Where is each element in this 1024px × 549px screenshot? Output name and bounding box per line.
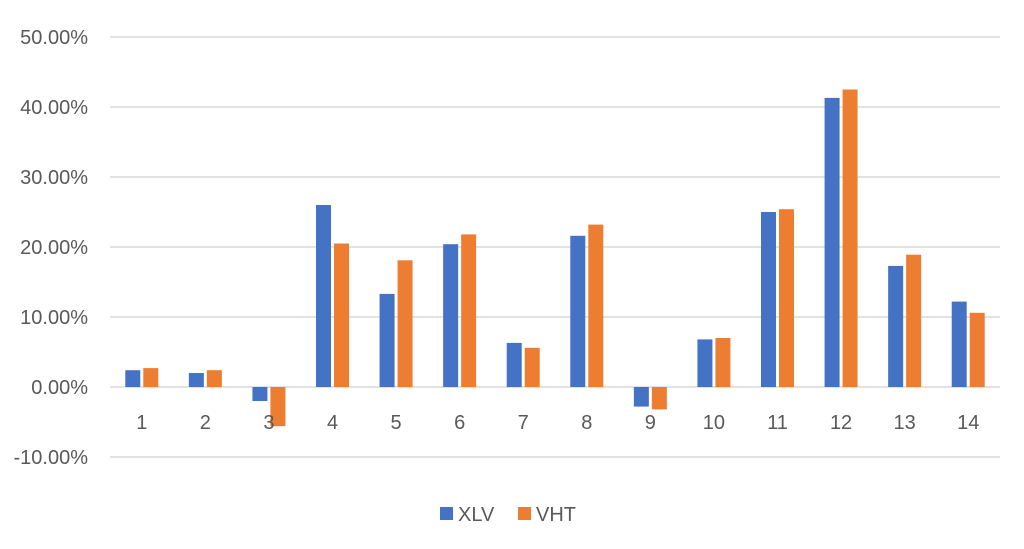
bar-xlv-8 [570, 235, 586, 387]
x-tick-label: 7 [518, 412, 529, 434]
legend-label-vht: VHT [536, 504, 576, 526]
bar-xlv-9 [633, 387, 649, 407]
x-tick-label: 2 [200, 412, 211, 434]
gridlines [110, 36, 1000, 458]
x-tick-label: 12 [830, 412, 852, 434]
bar-xlv-3 [252, 387, 268, 401]
bar-xlv-12 [824, 97, 840, 388]
x-tick-label: 5 [391, 412, 402, 434]
bar-vht-13 [906, 254, 922, 387]
bar-vht-9 [651, 387, 667, 410]
bar-xlv-1 [125, 370, 141, 387]
y-tick-label: -10.00% [14, 447, 89, 469]
y-tick-label: 20.00% [20, 237, 88, 259]
x-tick-label: 9 [645, 412, 656, 434]
y-tick-label: 10.00% [20, 307, 88, 329]
bar-xlv-13 [888, 265, 904, 387]
y-tick-label: 0.00% [31, 377, 88, 399]
y-tick-label: 40.00% [20, 97, 88, 119]
x-tick-label: 8 [581, 412, 592, 434]
bar-xlv-2 [188, 373, 204, 387]
x-tick-label: 3 [263, 412, 274, 434]
legend-label-xlv: XLV [458, 504, 495, 526]
x-tick-label: 10 [703, 412, 725, 434]
bar-xlv-7 [506, 342, 522, 387]
y-tick-label: 30.00% [20, 167, 88, 189]
bar-xlv-14 [951, 301, 967, 387]
bar-vht-14 [969, 312, 985, 387]
bar-vht-12 [842, 89, 858, 387]
x-tick-label: 6 [454, 412, 465, 434]
legend-swatch-xlv [440, 507, 453, 520]
bar-xlv-11 [761, 212, 776, 387]
y-axis-ticks: -10.00% 0.00% 10.00% 20.00% 30.00% 40.00% 50.0… [14, 27, 89, 469]
bar-xlv-6 [443, 244, 459, 387]
bar-vht-10 [715, 338, 731, 387]
legend-swatch-vht [518, 507, 531, 520]
bar-vht-5 [397, 260, 413, 387]
bar-xlv-10 [697, 339, 713, 387]
y-tick-label: 50.00% [20, 27, 88, 49]
legend: XLV VHT [440, 504, 576, 526]
bar-vht-11 [779, 209, 794, 387]
bar-xlv-4 [316, 205, 331, 387]
bar-vht-8 [588, 224, 604, 387]
bars [125, 89, 985, 427]
bar-vht-3 [270, 387, 286, 427]
x-tick-label: 4 [327, 412, 338, 434]
x-tick-label: 11 [767, 412, 788, 434]
x-axis-ticks: 1 2 3 4 5 6 7 8 9 10 11 12 13 14 [136, 412, 979, 434]
bar-vht-1 [143, 368, 159, 387]
bar-xlv-5 [379, 293, 395, 387]
bar-vht-7 [524, 347, 540, 387]
bar-vht-2 [206, 370, 222, 387]
bar-vht-4 [334, 243, 349, 387]
bar-vht-6 [461, 234, 477, 387]
x-tick-label: 13 [894, 412, 916, 434]
x-tick-label: 1 [136, 412, 147, 434]
x-tick-label: 14 [957, 412, 979, 434]
